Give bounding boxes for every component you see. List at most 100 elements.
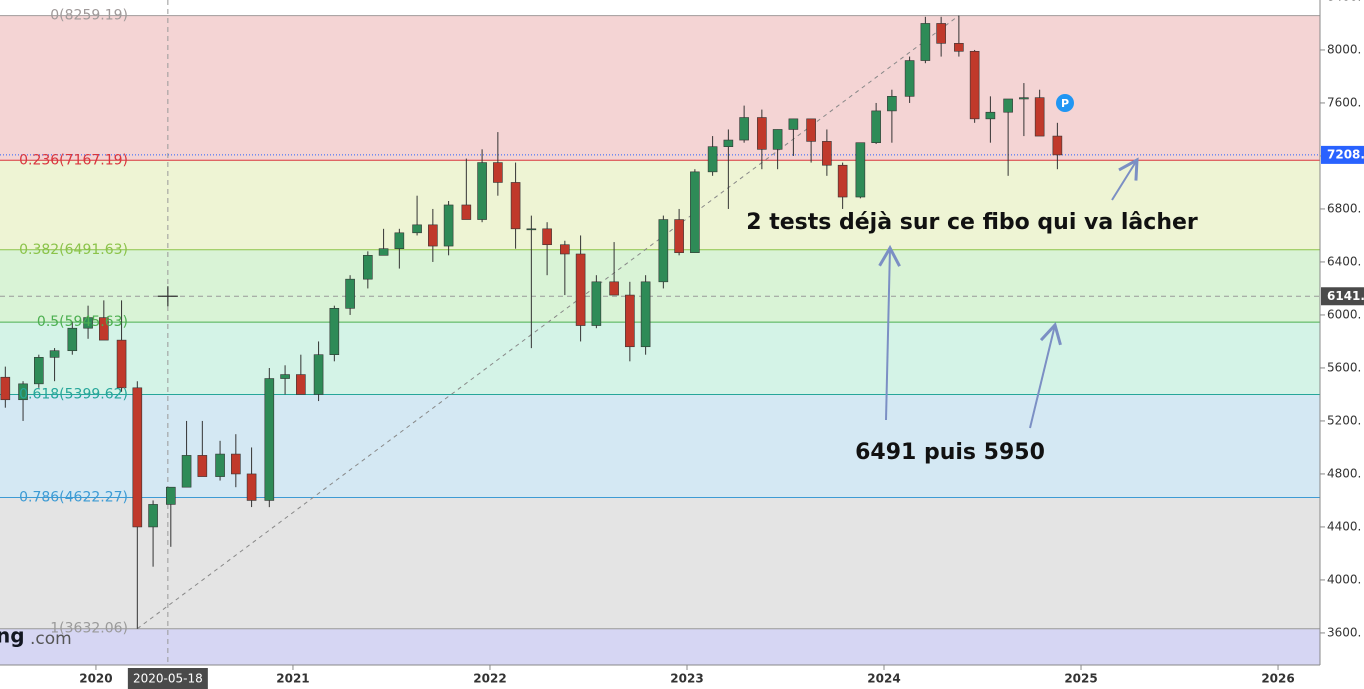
candle-body bbox=[280, 374, 290, 379]
fib-label: 0.786(4622.27) bbox=[19, 489, 128, 505]
candle-body bbox=[1019, 97, 1029, 100]
candle-body bbox=[757, 117, 767, 150]
x-tick-label: 2022 bbox=[473, 672, 506, 686]
candle-body bbox=[788, 118, 799, 130]
crosshair-y-tag bbox=[1321, 287, 1364, 306]
candle-body bbox=[345, 278, 355, 309]
candle-body bbox=[132, 387, 143, 528]
candle-body bbox=[378, 248, 389, 256]
watermark: ng bbox=[0, 624, 25, 648]
y-tick-label: 8400. bbox=[1327, 0, 1361, 3]
candle-body bbox=[461, 204, 472, 220]
y-tick-label: 6800. bbox=[1327, 201, 1361, 215]
y-tick-label: 4800. bbox=[1327, 466, 1361, 480]
candle-body bbox=[575, 253, 586, 326]
last-price-label: 7208. bbox=[1327, 147, 1364, 161]
candle-body bbox=[0, 376, 11, 401]
candle-body bbox=[363, 255, 373, 280]
candle-body bbox=[887, 96, 897, 112]
badge bbox=[1056, 94, 1074, 112]
candle-body bbox=[855, 142, 866, 198]
candle-body bbox=[197, 455, 208, 477]
watermark: .com bbox=[30, 629, 72, 649]
candle-body bbox=[936, 23, 946, 44]
arrow bbox=[1111, 157, 1139, 201]
candle-body bbox=[477, 162, 487, 220]
candle-body bbox=[723, 139, 734, 147]
candle-body bbox=[954, 43, 964, 52]
fib-label: 0.618(5399.62) bbox=[19, 386, 128, 402]
y-tick-label: 5600. bbox=[1327, 360, 1361, 374]
y-tick-label: 6400. bbox=[1327, 254, 1361, 268]
candle-body bbox=[181, 455, 192, 488]
candle-body bbox=[609, 281, 619, 296]
candle-body bbox=[806, 118, 816, 142]
candle-body bbox=[231, 453, 241, 475]
y-tick-label: 4400. bbox=[1327, 519, 1361, 533]
y-tick-label: 5200. bbox=[1327, 413, 1361, 427]
candle-body bbox=[674, 219, 684, 253]
y-tick-label: 6000. bbox=[1327, 307, 1361, 321]
candle-body bbox=[739, 117, 749, 141]
fib-label: 0(8259.19) bbox=[50, 8, 128, 24]
fib-label: 0.382(6491.63) bbox=[19, 242, 128, 258]
annotation: 2 tests déjà sur ce fibo qui va lâcher bbox=[746, 210, 1198, 235]
y-tick-label: 7600. bbox=[1327, 95, 1361, 109]
y-tick-label: 4000. bbox=[1327, 572, 1361, 586]
candle-body bbox=[707, 146, 718, 173]
candle-body bbox=[920, 23, 931, 61]
candle-body bbox=[772, 129, 783, 150]
candle-body bbox=[215, 453, 225, 477]
fib-trend-line bbox=[137, 15, 960, 630]
y-tick-label: 3600. bbox=[1327, 625, 1361, 639]
candle-body bbox=[640, 281, 651, 348]
candle-body bbox=[871, 110, 881, 143]
fib-band bbox=[0, 394, 1320, 498]
arrow bbox=[1029, 321, 1062, 429]
plot-area: 0(8259.19) 0.236(7167.19) 0.382(6491.63) 0.… bbox=[0, 0, 1320, 665]
candle-body bbox=[493, 162, 503, 183]
candle-body bbox=[67, 327, 78, 352]
crosshair-x-tag bbox=[127, 668, 208, 689]
fib-label: 0.5(5945.63) bbox=[37, 314, 128, 330]
fib-label: 1(3632.06) bbox=[50, 621, 128, 637]
candle-body bbox=[625, 294, 635, 348]
annotation-arrows bbox=[878, 157, 1139, 429]
candle-body bbox=[166, 486, 176, 505]
y-tick-label: 8000. bbox=[1327, 42, 1361, 56]
fib-band bbox=[0, 497, 1320, 629]
candle-body bbox=[443, 204, 454, 247]
fib-band bbox=[0, 322, 1320, 395]
price-axis bbox=[1320, 0, 1364, 689]
candle-body bbox=[969, 50, 980, 120]
candle-body bbox=[148, 504, 158, 528]
candle-body bbox=[34, 357, 44, 385]
candle-body bbox=[526, 228, 537, 231]
candle-body bbox=[1003, 98, 1013, 113]
x-tick-label: 2024 bbox=[867, 672, 900, 686]
crosshair-x-label: 2020-05-18 bbox=[133, 672, 203, 686]
candle-body bbox=[658, 219, 669, 283]
candle-body bbox=[542, 228, 552, 246]
x-tick-label: 2020 bbox=[79, 672, 112, 686]
candle-body bbox=[428, 224, 438, 247]
crosshair-y-label: 6141. bbox=[1327, 289, 1364, 303]
candle-body bbox=[822, 141, 832, 166]
candle-body bbox=[246, 473, 257, 501]
fib-band bbox=[0, 15, 1320, 161]
last-price-tag bbox=[1321, 145, 1364, 164]
candle-body bbox=[412, 224, 422, 234]
axes: 3600. 4000. 4400. 4800. 5200. 5600. 6000. 6400.… bbox=[79, 0, 1364, 689]
candle-body bbox=[837, 164, 848, 198]
candle-body bbox=[329, 308, 340, 355]
arrow bbox=[878, 244, 901, 421]
candle-body bbox=[510, 182, 521, 230]
candle-body bbox=[296, 374, 306, 395]
candle-body bbox=[591, 281, 602, 326]
cursor bbox=[157, 286, 178, 307]
candle-body bbox=[116, 339, 127, 389]
candle-body bbox=[49, 350, 60, 358]
x-tick-label: 2026 bbox=[1261, 672, 1294, 686]
x-tick-label: 2025 bbox=[1064, 672, 1097, 686]
